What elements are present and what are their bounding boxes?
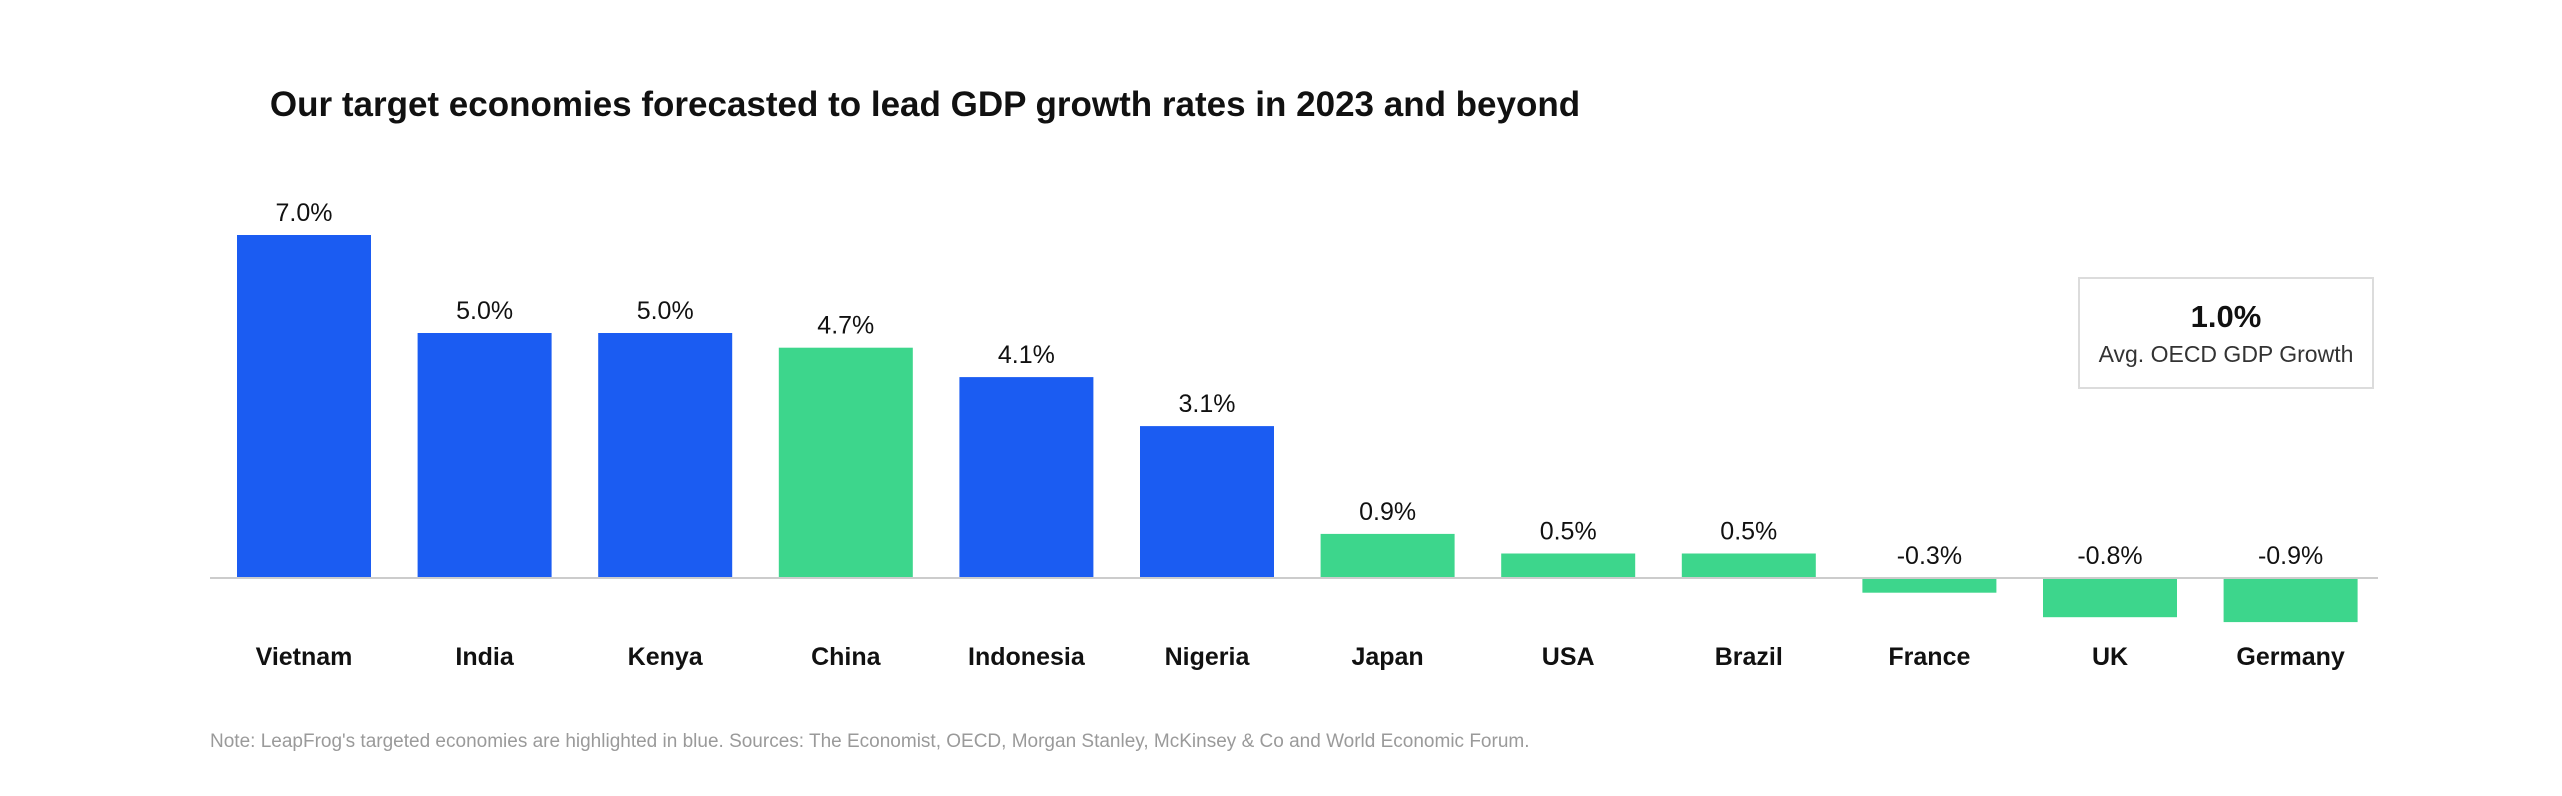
category-label-nigeria: Nigeria [1165,643,1251,671]
value-label-indonesia: 4.1% [998,341,1055,369]
value-label-japan: 0.9% [1359,498,1416,526]
category-label-brazil: Brazil [1715,643,1783,671]
bars-layer: 7.0% Vietnam 5.0% India 5.0% Kenya 4.7% China 4.… [237,199,2358,671]
category-label-france: France [1888,643,1970,671]
bar-china [778,347,913,578]
value-label-france: -0.3% [1897,542,1962,570]
category-label-uk: UK [2092,643,2128,671]
bar-japan [1320,533,1455,578]
category-label-kenya: Kenya [628,643,704,671]
category-label-china: China [811,643,882,671]
value-label-brazil: 0.5% [1720,518,1777,546]
value-label-india: 5.0% [456,297,513,325]
bar-nigeria [1140,426,1274,578]
value-label-vietnam: 7.0% [276,199,333,227]
value-label-usa: 0.5% [1540,518,1597,546]
bar-germany [2223,578,2358,623]
bar-brazil [1681,553,1816,578]
value-label-kenya: 5.0% [637,297,694,325]
value-label-china: 4.7% [817,312,874,340]
value-label-nigeria: 3.1% [1179,390,1236,418]
bar-usa [1501,553,1636,578]
source-note: Note: LeapFrog's targeted economies are … [210,731,1530,752]
category-label-germany: Germany [2236,643,2344,671]
avg-oecd-growth-label: Avg. OECD GDP Growth [2098,341,2354,367]
chart-title: Our target economies forecasted to lead … [270,85,1580,124]
bar-kenya [598,333,733,578]
bar-france [1862,578,1997,593]
bar-vietnam [237,235,371,578]
value-label-germany: -0.9% [2258,542,2323,570]
bar-uk [2043,578,2177,618]
category-label-india: India [455,643,514,671]
bar-indonesia [959,377,1094,578]
value-label-uk: -0.8% [2077,542,2142,570]
category-label-usa: USA [1542,643,1595,671]
bar-india [417,333,552,578]
avg-oecd-growth-box: 1.0% Avg. OECD GDP Growth [2078,277,2374,389]
avg-oecd-growth-value: 1.0% [2190,299,2262,334]
category-label-japan: Japan [1351,643,1423,671]
category-label-vietnam: Vietnam [256,643,353,671]
category-label-indonesia: Indonesia [968,643,1086,671]
